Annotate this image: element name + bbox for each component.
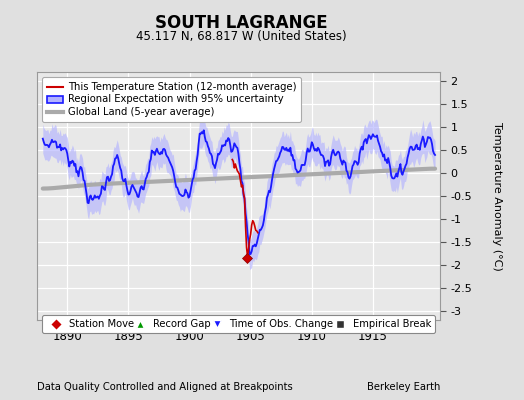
Legend: Station Move, Record Gap, Time of Obs. Change, Empirical Break: Station Move, Record Gap, Time of Obs. C… [42, 315, 435, 333]
Text: Data Quality Controlled and Aligned at Breakpoints: Data Quality Controlled and Aligned at B… [37, 382, 292, 392]
Y-axis label: Temperature Anomaly (°C): Temperature Anomaly (°C) [492, 122, 502, 270]
Legend: This Temperature Station (12-month average), Regional Expectation with 95% uncer: This Temperature Station (12-month avera… [42, 77, 301, 122]
Text: 45.117 N, 68.817 W (United States): 45.117 N, 68.817 W (United States) [136, 30, 346, 43]
Text: Berkeley Earth: Berkeley Earth [367, 382, 440, 392]
Text: SOUTH LAGRANGE: SOUTH LAGRANGE [155, 14, 328, 32]
